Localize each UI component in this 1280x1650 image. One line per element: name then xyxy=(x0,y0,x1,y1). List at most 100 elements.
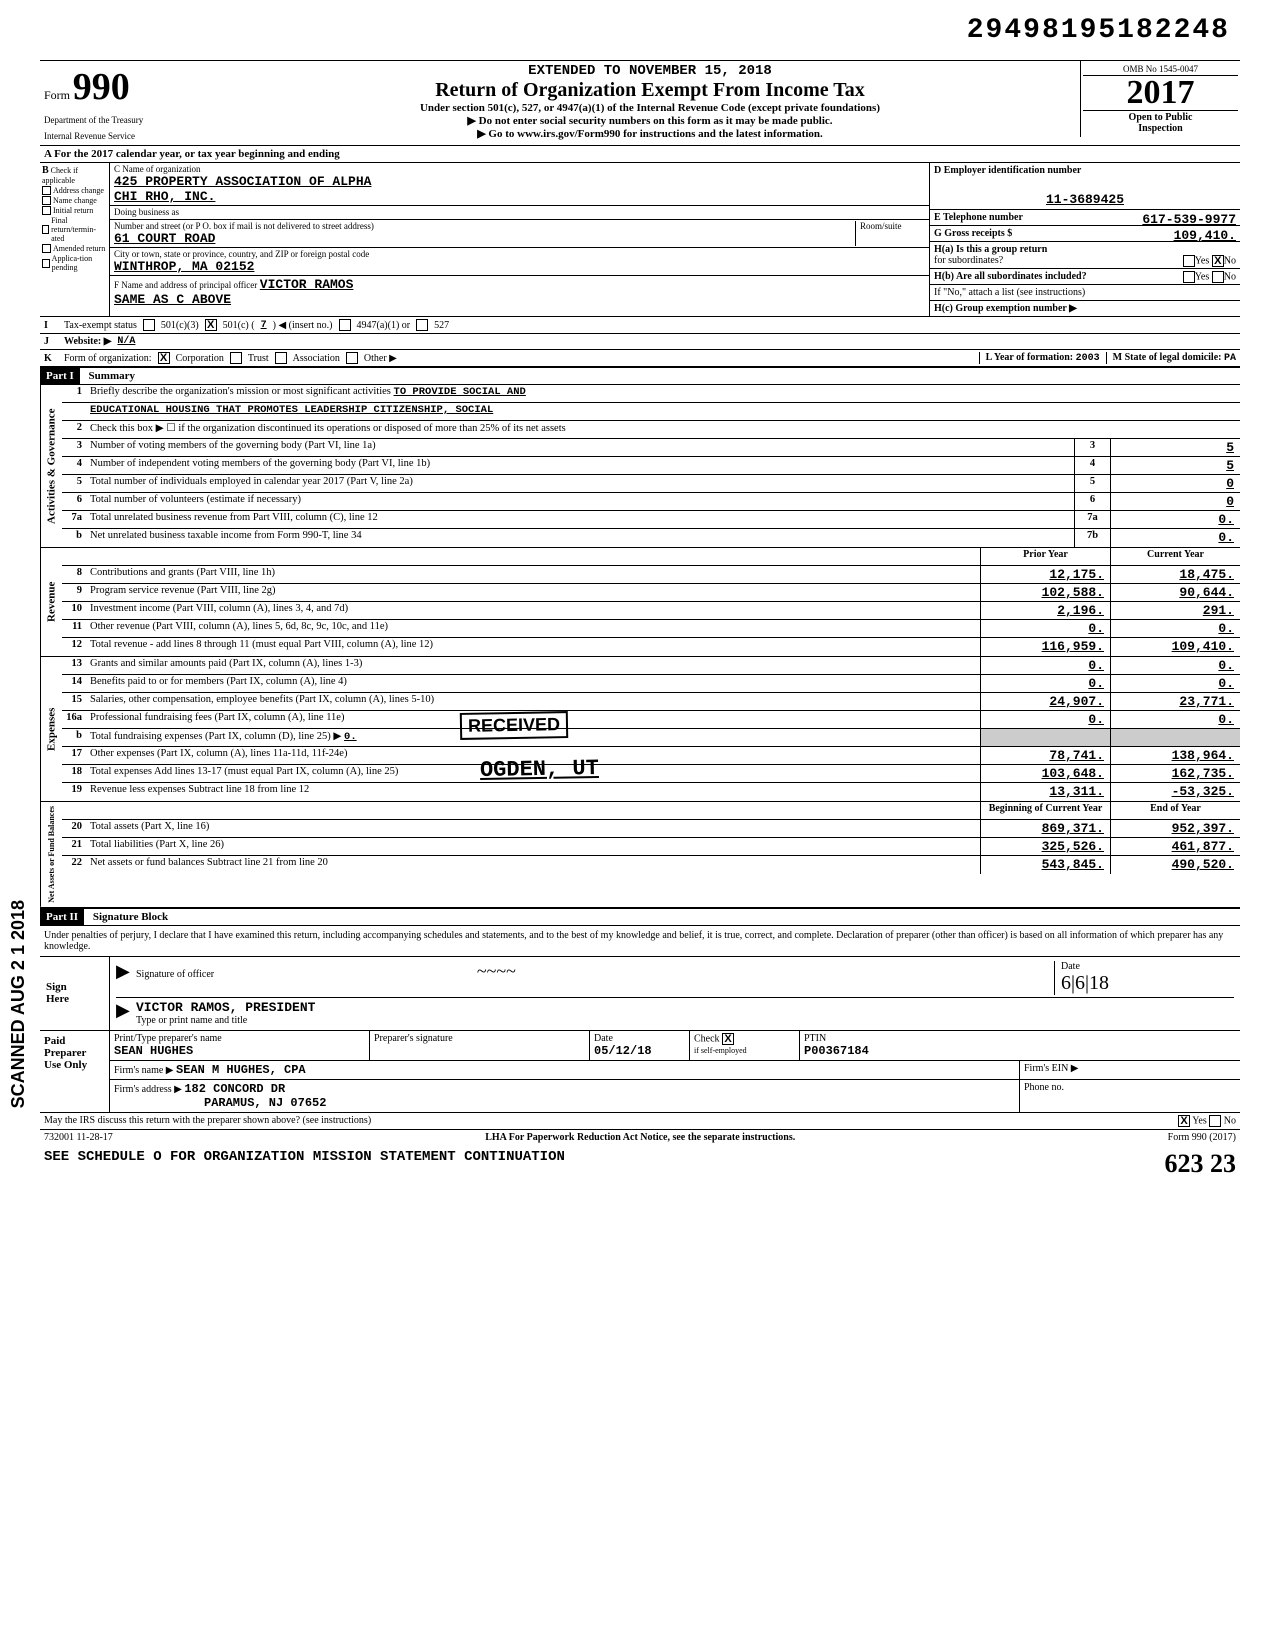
sign-here-row: Sign Here ▶ Signature of officer ~~~~ Da… xyxy=(40,957,1240,1031)
assoc-box[interactable] xyxy=(275,352,287,364)
discuss-no-box[interactable] xyxy=(1209,1115,1221,1127)
title-cell: EXTENDED TO NOVEMBER 15, 2018 Return of … xyxy=(220,61,1080,142)
firm-addr1: 182 CONCORD DR xyxy=(184,1082,285,1096)
self-emp-box[interactable]: X xyxy=(722,1033,734,1045)
sig-officer-label: Signature of officer xyxy=(136,969,214,980)
hand-bottom: 623 23 xyxy=(1165,1149,1237,1179)
summary-line: 11Other revenue (Part VIII, column (A), … xyxy=(62,620,1240,638)
schedule-o-note: SEE SCHEDULE O FOR ORGANIZATION MISSION … xyxy=(40,1145,1240,1169)
summary-line: 17Other expenses (Part IX, column (A), l… xyxy=(62,747,1240,765)
footer-right: Form 990 (2017) xyxy=(1168,1132,1236,1143)
summary-line: 10Investment income (Part VIII, column (… xyxy=(62,602,1240,620)
col-b-checkboxes: B Check if applicable Address changeName… xyxy=(40,163,110,316)
dba-label: Doing business as xyxy=(114,207,179,217)
summary-line: 12Total revenue - add lines 8 through 11… xyxy=(62,638,1240,656)
checkbox[interactable] xyxy=(42,206,51,215)
checkbox-label: Amended return xyxy=(53,244,105,253)
checkbox-row: Name change xyxy=(42,196,107,205)
summary-line: 1Briefly describe the organization's mis… xyxy=(62,385,1240,403)
summary-line: bTotal fundraising expenses (Part IX, co… xyxy=(62,729,1240,747)
checkbox[interactable] xyxy=(42,225,49,234)
summary-line: 8Contributions and grants (Part VIII, li… xyxy=(62,566,1240,584)
ssn-warning: ▶ Do not enter social security numbers o… xyxy=(222,114,1078,127)
checkbox-label: Address change xyxy=(53,186,104,195)
col-de-right: D Employer identification number 11-3689… xyxy=(930,163,1240,316)
checkbox[interactable] xyxy=(42,196,51,205)
checkbox-row: Amended return xyxy=(42,244,107,253)
prior-current-hdr: Revenue Prior Year Current Year 8Contrib… xyxy=(40,548,1240,657)
form-header: Form 990 Department of the Treasury Inte… xyxy=(40,60,1240,146)
summary-line: 22Net assets or fund balances Subtract l… xyxy=(62,856,1240,874)
footer-left: 732001 11-28-17 xyxy=(44,1132,113,1143)
527-box[interactable] xyxy=(416,319,428,331)
summary-line: 2Check this box ▶ ☐ if the organization … xyxy=(62,421,1240,439)
trust-box[interactable] xyxy=(230,352,242,364)
checkbox-row: Initial return xyxy=(42,206,107,215)
gross-value: 109,410. xyxy=(1174,228,1236,243)
netassets-block: Net Assets or Fund Balances Beginning of… xyxy=(40,802,1240,908)
officer-addr: SAME AS C ABOVE xyxy=(114,292,231,307)
ha-no-box[interactable]: X xyxy=(1212,255,1224,267)
checkbox[interactable] xyxy=(42,244,51,253)
checkbox-row: Applica-tion pending xyxy=(42,254,107,272)
form-number: 990 xyxy=(73,66,130,108)
firm-addr2: PARAMUS, NJ 07652 xyxy=(204,1096,326,1110)
city-label: City or town, state or province, country… xyxy=(114,249,925,259)
row-k-form-org: K Form of organization: XCorporation Tru… xyxy=(40,350,1240,367)
hb-no-box[interactable] xyxy=(1212,271,1224,283)
city-value: WINTHROP, MA 02152 xyxy=(114,259,925,274)
prior-year-hdr: Prior Year xyxy=(980,548,1110,565)
phone-value: 617-539-9977 xyxy=(1142,212,1236,227)
hb-label: H(b) Are all subordinates included? xyxy=(934,271,1087,282)
summary-line: 15Salaries, other compensation, employee… xyxy=(62,693,1240,711)
ha-yes-box[interactable] xyxy=(1183,255,1195,267)
summary-line: 4Number of independent voting members of… xyxy=(62,457,1240,475)
part-2-header: Part II Signature Block xyxy=(40,908,1240,926)
org-name-1: 425 PROPERTY ASSOCIATION OF ALPHA xyxy=(114,174,925,189)
tax-year: 2017 xyxy=(1083,76,1238,110)
row-a-tax-year: A For the 2017 calendar year, or tax yea… xyxy=(40,146,1240,163)
current-year-hdr: Current Year xyxy=(1110,548,1240,565)
revenue-vlabel: Revenue xyxy=(40,548,62,656)
row-i-tax-status: I Tax-exempt status 501(c)(3) X501(c) ( … xyxy=(40,317,1240,334)
preparer-name: SEAN HUGHES xyxy=(114,1044,193,1058)
year-cell: OMB No 1545-0047 2017 Open to PublicInsp… xyxy=(1080,61,1240,137)
other-box[interactable] xyxy=(346,352,358,364)
summary-line: 5Total number of individuals employed in… xyxy=(62,475,1240,493)
501c-num: 7 xyxy=(261,320,267,331)
street-value: 61 COURT ROAD xyxy=(114,231,855,246)
officer-name: VICTOR RAMOS xyxy=(260,277,354,292)
ein-label: D Employer identification number xyxy=(934,165,1236,176)
footer-row: 732001 11-28-17 LHA For Paperwork Reduct… xyxy=(40,1130,1240,1145)
checkbox-label: Name change xyxy=(53,196,97,205)
form-subtitle: Under section 501(c), 527, or 4947(a)(1)… xyxy=(222,102,1078,114)
form-title: Return of Organization Exempt From Incom… xyxy=(222,79,1078,102)
website-value: N/A xyxy=(117,336,135,347)
year-formation: 2003 xyxy=(1076,353,1100,364)
hb-yes-box[interactable] xyxy=(1183,271,1195,283)
state-domicile: PA xyxy=(1224,353,1236,364)
summary-line: 19Revenue less expenses Subtract line 18… xyxy=(62,783,1240,801)
ha-label: H(a) Is this a group return xyxy=(934,244,1047,255)
checkbox-label: Initial return xyxy=(53,206,93,215)
begin-year-hdr: Beginning of Current Year xyxy=(980,802,1110,819)
501c3-box[interactable] xyxy=(143,319,155,331)
checkbox-label: Final return/termin-ated xyxy=(51,216,107,243)
summary-line: 13Grants and similar amounts paid (Part … xyxy=(62,657,1240,675)
expenses-block: Expenses 13Grants and similar amounts pa… xyxy=(40,657,1240,802)
discuss-yes-box[interactable]: X xyxy=(1178,1115,1190,1127)
phone-label: E Telephone number xyxy=(934,212,1023,223)
checkbox-row: Final return/termin-ated xyxy=(42,216,107,243)
discuss-row: May the IRS discuss this return with the… xyxy=(40,1113,1240,1130)
dln-number: 29498195182248 xyxy=(967,15,1230,46)
form-prefix: Form xyxy=(44,88,70,102)
4947-box[interactable] xyxy=(339,319,351,331)
print-name-label: Type or print name and title xyxy=(136,1015,247,1026)
checkbox[interactable] xyxy=(42,186,51,195)
501c-box[interactable]: X xyxy=(205,319,217,331)
corp-box[interactable]: X xyxy=(158,352,170,364)
checkbox[interactable] xyxy=(42,259,50,268)
street-label: Number and street (or P O. box if mail i… xyxy=(114,221,855,231)
summary-line: 20Total assets (Part X, line 16)869,371.… xyxy=(62,820,1240,838)
dept-treasury: Department of the Treasury xyxy=(44,115,216,125)
